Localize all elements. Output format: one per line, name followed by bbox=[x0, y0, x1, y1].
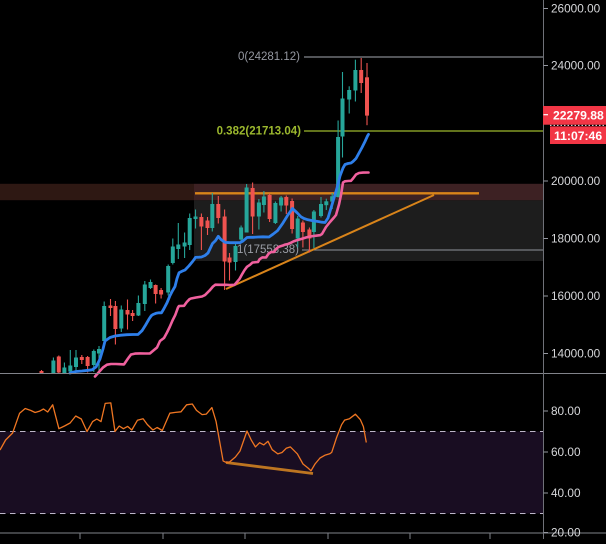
svg-text:60.00: 60.00 bbox=[551, 445, 581, 459]
svg-text:20000.00: 20000.00 bbox=[551, 174, 601, 188]
svg-text:40.00: 40.00 bbox=[551, 486, 581, 500]
svg-text:26000.00: 26000.00 bbox=[551, 2, 601, 16]
svg-text:22279.88: 22279.88 bbox=[553, 109, 604, 123]
svg-text:16000.00: 16000.00 bbox=[551, 289, 601, 303]
svg-text:11:07:46: 11:07:46 bbox=[554, 129, 602, 143]
svg-text:80.00: 80.00 bbox=[551, 404, 581, 418]
svg-text:1(17558.38): 1(17558.38) bbox=[237, 244, 299, 256]
svg-text:14000.00: 14000.00 bbox=[551, 347, 601, 361]
svg-text:20.00: 20.00 bbox=[551, 526, 581, 539]
svg-text:0(24281.12): 0(24281.12) bbox=[238, 51, 300, 63]
svg-text:0.382(21713.04): 0.382(21713.04) bbox=[217, 126, 302, 138]
svg-text:18000.00: 18000.00 bbox=[551, 232, 601, 246]
svg-text:24000.00: 24000.00 bbox=[551, 59, 601, 73]
